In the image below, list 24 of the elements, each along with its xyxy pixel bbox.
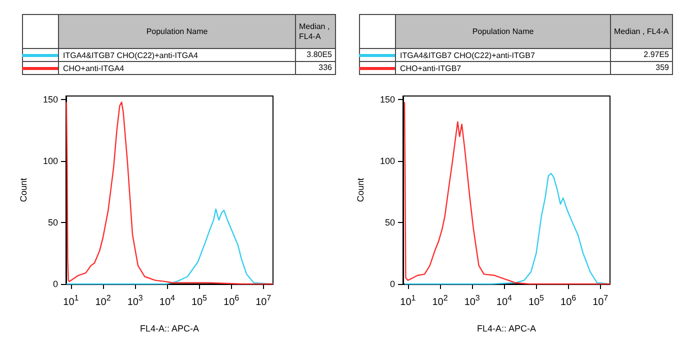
y-tick-label: 100 [380,156,395,166]
y-axis-title: Count [18,178,28,202]
text: 359 [610,62,672,74]
x-axis-title: FL4-A:: APC-A [476,324,536,334]
legend-label: ITGA4&ITGB7 CHO(C22)+anti-ITGA4 [63,51,198,60]
y-tick-label: 150 [42,94,58,105]
legend-title: Population Name [58,14,296,48]
y-tick-label: 100 [42,156,58,166]
legend-title: Population Name [396,14,610,48]
y-tick-label: 0 [390,279,395,289]
text: Median , FL4-A [296,14,336,48]
y-tick-label: 50 [48,218,58,228]
text: 2.97E5 [610,48,672,62]
y-axis-title: Count [356,178,366,202]
x-axis-title: FL4-A:: APC-A [140,324,200,334]
text: 336 [296,62,336,74]
y-tick-label: 50 [384,218,395,228]
text: Median , FL4-A [610,14,672,48]
legend-label: ITGA4&ITGB7 CHO(C22)+anti-ITGB7 [400,51,536,60]
text: 3.80E5 [296,48,336,62]
legend-label: CHO+anti-ITGB7 [400,64,462,73]
y-tick-label: 0 [52,279,58,289]
legend-label: CHO+anti-ITGA4 [63,64,125,73]
y-tick-label: 150 [380,94,395,105]
